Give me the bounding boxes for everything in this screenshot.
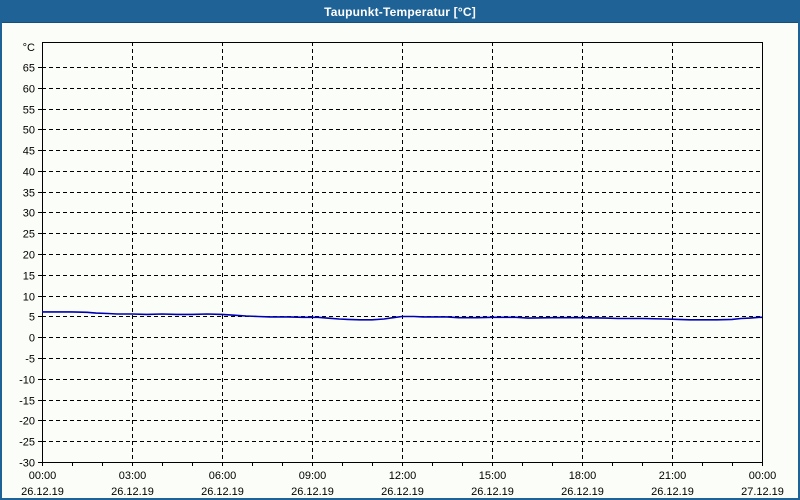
plot-border <box>42 42 763 463</box>
x-date-label: 26.12.19 <box>381 486 424 498</box>
y-tick-label: 35 <box>23 188 35 200</box>
window-title: Taupunkt-Temperatur [°C] <box>2 2 798 23</box>
x-time-label: 03:00 <box>119 470 147 482</box>
x-time-label: 15:00 <box>479 470 507 482</box>
x-date-label: 27.12.19 <box>741 486 784 498</box>
x-date-label: 26.12.19 <box>111 486 154 498</box>
y-tick-label: -5 <box>25 354 35 366</box>
y-tick-label: 55 <box>23 105 35 117</box>
y-tick-label: 30 <box>23 208 35 220</box>
x-date-label: 26.12.19 <box>651 486 694 498</box>
y-tick-label: -30 <box>19 458 35 470</box>
y-tick-label: 40 <box>23 167 35 179</box>
x-time-label: 12:00 <box>389 470 417 482</box>
y-tick-label: 45 <box>23 146 35 158</box>
y-tick-label: -25 <box>19 437 35 449</box>
x-time-label: 18:00 <box>569 470 597 482</box>
x-date-label: 26.12.19 <box>471 486 514 498</box>
x-time-label: 06:00 <box>209 470 237 482</box>
y-tick-label: 15 <box>23 271 35 283</box>
series-taupunkt <box>42 311 762 321</box>
x-date-label: 26.12.19 <box>201 486 244 498</box>
x-time-label: 09:00 <box>299 470 327 482</box>
y-tick-label: -10 <box>19 375 35 387</box>
y-tick-label: -15 <box>19 396 35 408</box>
y-tick-label: 50 <box>23 125 35 137</box>
y-axis-unit-label: °C <box>23 42 35 54</box>
x-time-label: 00:00 <box>29 470 57 482</box>
y-tick-label: 5 <box>29 312 35 324</box>
x-date-label: 26.12.19 <box>291 486 334 498</box>
x-date-label: 26.12.19 <box>21 486 64 498</box>
y-tick-label: -20 <box>19 416 35 428</box>
y-tick-label: 20 <box>23 250 35 262</box>
y-tick-label: 0 <box>29 333 35 345</box>
y-tick-label: 10 <box>23 292 35 304</box>
x-time-label: 00:00 <box>749 470 777 482</box>
y-tick-label: 65 <box>23 63 35 75</box>
x-time-label: 21:00 <box>659 470 687 482</box>
y-tick-label: 60 <box>23 84 35 96</box>
y-tick-label: 25 <box>23 229 35 241</box>
x-date-label: 26.12.19 <box>561 486 604 498</box>
